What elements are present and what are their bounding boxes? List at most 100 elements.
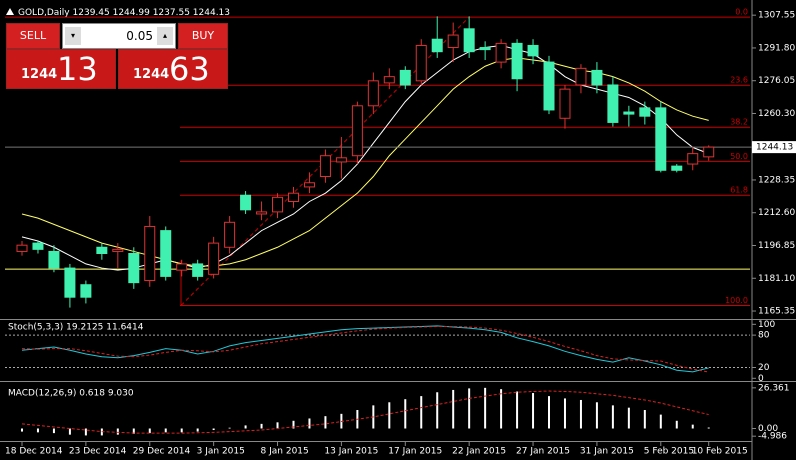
trade-panel: SELL ▾ 0.05 ▴ BUY 1244 13 1244 63 bbox=[6, 23, 228, 89]
fib-label: 50.0 bbox=[730, 152, 748, 161]
y-tick-label: 1181.10 bbox=[758, 274, 795, 284]
fib-label: 61.8 bbox=[730, 186, 748, 195]
y-tick-label: 1307.55 bbox=[758, 11, 795, 21]
y-tick-label: -4.986 bbox=[758, 432, 787, 442]
candle-body bbox=[80, 284, 92, 298]
candle-body bbox=[511, 42, 523, 80]
x-tick-label: 10 Feb 2015 bbox=[692, 447, 748, 457]
candle-body bbox=[240, 194, 252, 211]
candle-body bbox=[703, 146, 715, 158]
candle-body bbox=[335, 157, 347, 163]
x-tick-label: 3 Jan 2015 bbox=[197, 447, 245, 457]
x-tick-label: 13 Jan 2015 bbox=[324, 447, 378, 457]
candle-body bbox=[32, 242, 44, 250]
macd-signal bbox=[21, 390, 709, 434]
fib-label: 0.0 bbox=[735, 8, 748, 17]
low: 1237.55 bbox=[153, 8, 190, 18]
candle-body bbox=[479, 47, 491, 51]
candle-body bbox=[176, 263, 188, 271]
sell-button[interactable]: SELL bbox=[6, 23, 60, 49]
candle-body bbox=[527, 44, 539, 57]
y-tick-label: 26.361 bbox=[758, 383, 790, 393]
candle-body bbox=[319, 155, 331, 178]
candle-body bbox=[383, 76, 395, 84]
candle-body bbox=[655, 107, 667, 171]
bid-small: 13 bbox=[57, 50, 98, 88]
candle-body bbox=[64, 267, 76, 298]
candle-body bbox=[639, 107, 651, 117]
candle-body bbox=[48, 250, 60, 269]
ask-box[interactable]: 1244 63 bbox=[118, 49, 228, 89]
y-tick-label: 1291.80 bbox=[758, 43, 795, 53]
candle-body bbox=[287, 192, 299, 202]
high: 1244.99 bbox=[113, 8, 150, 18]
collapse-icon[interactable] bbox=[6, 8, 14, 15]
candle-body bbox=[208, 242, 220, 275]
lot-value: 0.05 bbox=[126, 29, 153, 43]
y-tick-label: 1228.35 bbox=[758, 175, 795, 185]
candle-body bbox=[367, 80, 379, 107]
candle-body bbox=[415, 44, 427, 82]
x-tick-label: 17 Jan 2015 bbox=[388, 447, 442, 457]
bid-box[interactable]: 1244 13 bbox=[6, 49, 116, 89]
candle-body bbox=[128, 253, 140, 284]
y-tick-label: 1196.85 bbox=[758, 241, 795, 251]
candle-body bbox=[591, 69, 603, 86]
bid-big: 1244 bbox=[21, 67, 58, 82]
current-price-box bbox=[752, 141, 796, 154]
chart-header: GOLD,Daily 1239.45 1244.99 1237.55 1244.… bbox=[18, 8, 230, 18]
fib-label: 23.6 bbox=[730, 76, 748, 85]
candle-body bbox=[575, 67, 587, 86]
indicator-title: Stoch(5,3,3) 19.2125 11.6414 bbox=[8, 323, 144, 333]
stoch-line bbox=[21, 325, 709, 373]
candle-body bbox=[272, 196, 284, 213]
x-tick-label: 8 Jan 2015 bbox=[261, 447, 309, 457]
x-tick-label: 22 Jan 2015 bbox=[452, 447, 506, 457]
candle-body bbox=[543, 61, 555, 111]
candle-body bbox=[431, 38, 443, 53]
x-tick-label: 5 Feb 2015 bbox=[644, 447, 694, 457]
fib-label: 100.0 bbox=[725, 296, 748, 305]
y-tick-label: 1165.35 bbox=[758, 307, 795, 317]
candle-body bbox=[687, 153, 699, 165]
candle-body bbox=[607, 84, 619, 123]
candle-body bbox=[351, 105, 363, 157]
candle-body bbox=[16, 244, 28, 252]
y-tick-label: 1212.60 bbox=[758, 208, 795, 218]
buy-button[interactable]: BUY bbox=[178, 23, 228, 49]
open: 1239.45 bbox=[73, 8, 110, 18]
candle-body bbox=[671, 165, 683, 171]
candle-body bbox=[96, 246, 108, 255]
x-tick-label: 29 Dec 2014 bbox=[133, 447, 191, 457]
candle-body bbox=[256, 211, 268, 215]
lot-down[interactable]: ▾ bbox=[65, 27, 81, 45]
candle-body bbox=[559, 88, 571, 119]
y-tick-label: 80 bbox=[758, 331, 770, 341]
y-tick-label: 0.00 bbox=[758, 424, 778, 434]
y-tick-label: 100 bbox=[758, 320, 775, 330]
candle-body bbox=[399, 69, 411, 86]
candle-body bbox=[447, 34, 459, 49]
y-tick-label: 0 bbox=[758, 374, 764, 384]
y-tick-label: 1260.30 bbox=[758, 109, 795, 119]
x-tick-label: 31 Jan 2015 bbox=[580, 447, 634, 457]
ask-small: 63 bbox=[169, 50, 210, 88]
candle-body bbox=[495, 42, 507, 63]
y-tick-label: 1276.05 bbox=[758, 76, 795, 86]
candle-body bbox=[160, 230, 172, 277]
lot-up[interactable]: ▴ bbox=[157, 27, 173, 45]
symbol: GOLD,Daily bbox=[18, 8, 70, 18]
candle-body bbox=[144, 225, 156, 282]
indicator-title: MACD(12,26,9) 0.618 9.030 bbox=[8, 389, 134, 399]
ask-big: 1244 bbox=[133, 67, 170, 82]
candle-body bbox=[192, 263, 204, 277]
close: 1244.13 bbox=[193, 8, 230, 18]
candle-body bbox=[224, 221, 236, 248]
lot-box[interactable]: ▾ 0.05 ▴ bbox=[62, 23, 176, 49]
stoch-line bbox=[21, 325, 709, 373]
candle-body bbox=[112, 248, 124, 252]
x-tick-label: 23 Dec 2014 bbox=[69, 447, 127, 457]
y-tick-label: 20 bbox=[758, 363, 770, 373]
